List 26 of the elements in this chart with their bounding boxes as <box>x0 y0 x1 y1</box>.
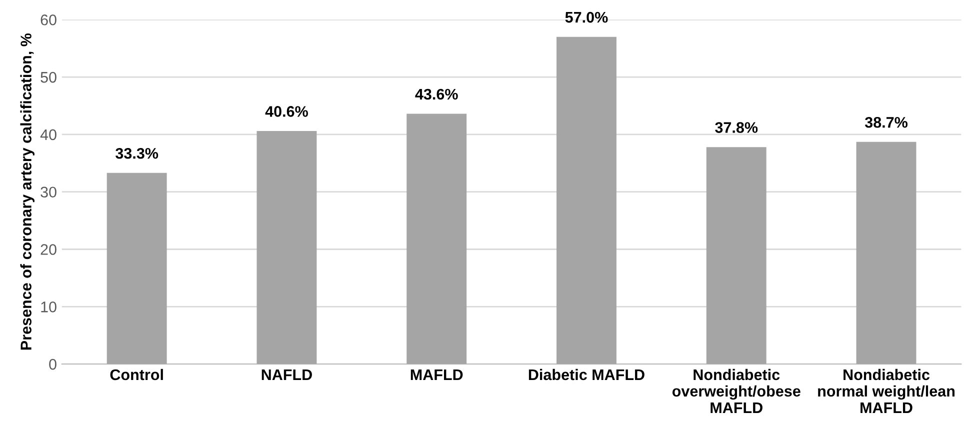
data-label: 40.6% <box>265 106 308 117</box>
y-tick-label: 20 <box>40 244 56 255</box>
bar <box>106 172 167 364</box>
data-label: 38.7% <box>864 116 908 128</box>
x-tick-label: Nondiabetic normal weight/lean MAFLD <box>818 368 954 413</box>
y-tick-label: 60 <box>40 14 56 26</box>
x-tick-label: Control <box>110 368 163 380</box>
x-tick-label: Diabetic MAFLD <box>528 368 644 380</box>
x-tick-label: MAFLD <box>410 369 463 380</box>
bar <box>856 142 916 364</box>
y-tick-label: 10 <box>41 302 56 312</box>
x-tick-label: NAFLD <box>262 369 312 380</box>
y-tick-label: 0 <box>49 358 56 370</box>
data-label: 57.0% <box>565 12 608 23</box>
bar <box>556 36 616 364</box>
y-tick-label: 50 <box>40 72 56 83</box>
y-tick-label: 40 <box>40 129 56 140</box>
y-axis-title: Presence of coronary artery calcification, % <box>20 33 34 350</box>
bar <box>406 114 467 364</box>
bar <box>256 130 317 364</box>
y-tick-label: 30 <box>40 186 56 198</box>
x-tick-label: Nondiabetic overweight/obese MAFLD <box>672 368 800 413</box>
data-label: 37.8% <box>715 122 758 133</box>
data-label: 33.3% <box>116 148 158 159</box>
data-label: 43.6% <box>415 88 458 100</box>
bar <box>706 147 766 364</box>
